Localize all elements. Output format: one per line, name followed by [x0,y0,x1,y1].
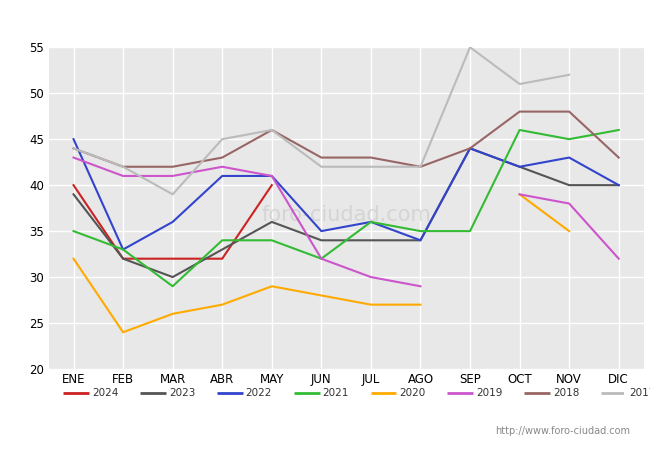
Text: 2017: 2017 [630,387,650,398]
Text: 2023: 2023 [169,387,195,398]
Text: 2021: 2021 [322,387,349,398]
Text: Afiliados en Bureta a 31/5/2024: Afiliados en Bureta a 31/5/2024 [194,12,456,31]
Text: 2024: 2024 [92,387,118,398]
Text: http://www.foro-ciudad.com: http://www.foro-ciudad.com [495,426,630,436]
Text: 2020: 2020 [399,387,426,398]
Text: 2022: 2022 [246,387,272,398]
Text: 2018: 2018 [553,387,579,398]
Text: 2019: 2019 [476,387,502,398]
Text: foro-ciudad.com: foro-ciudad.com [261,205,431,225]
